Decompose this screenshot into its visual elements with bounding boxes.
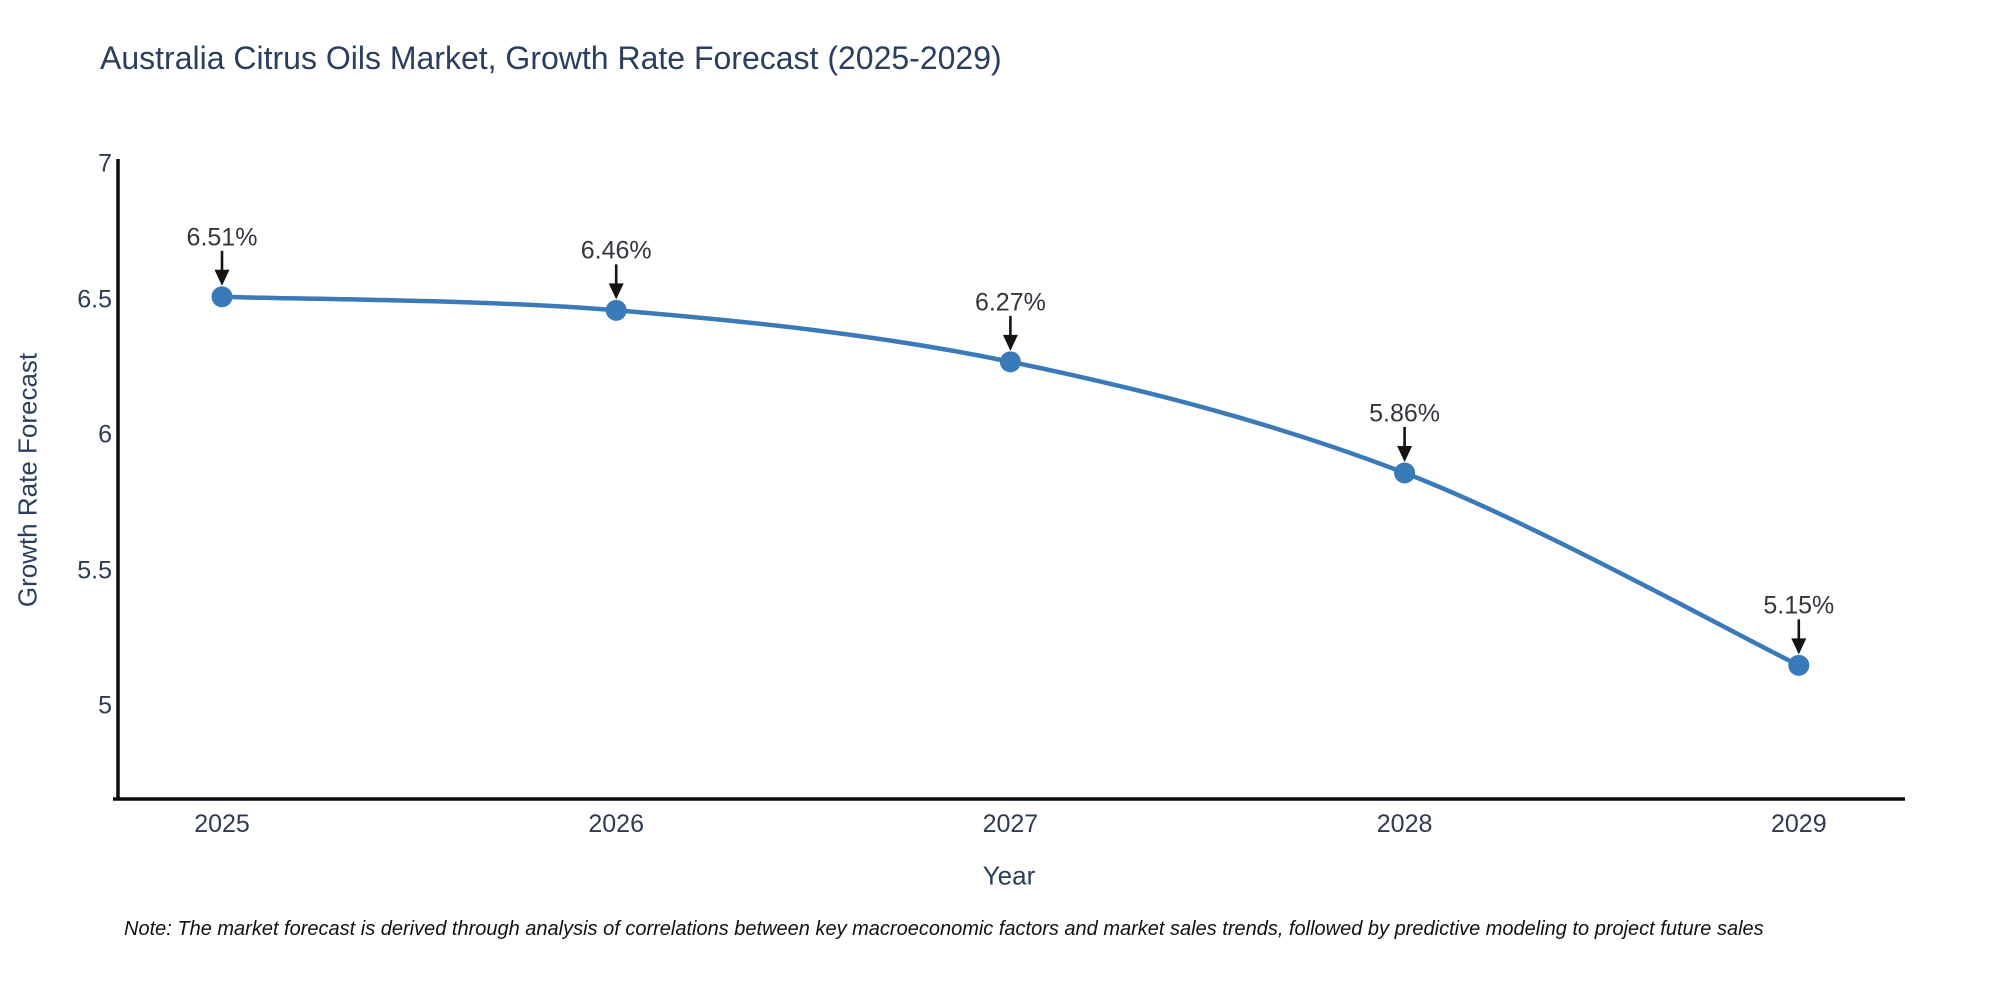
data-point-marker[interactable] [999, 351, 1021, 373]
y-tick-label: 5 [98, 691, 112, 720]
x-tick-label: 2026 [588, 810, 644, 838]
y-tick-label: 5.5 [77, 556, 112, 584]
data-point-annotation: 6.46% [580, 236, 652, 265]
footnote: Note: The market forecast is derived thr… [124, 918, 1764, 940]
y-tick-label: 6 [98, 420, 112, 449]
chart-title: Australia Citrus Oils Market, Growth Rat… [100, 40, 1002, 76]
data-point-marker[interactable] [1788, 654, 1810, 676]
x-tick-label: 2027 [982, 810, 1039, 838]
annotation-arrow-head [214, 269, 230, 286]
y-axis-title: Growth Rate Forecast [12, 352, 43, 608]
y-tick-label: 6.5 [77, 285, 112, 313]
y-tick-label: 7 [98, 149, 112, 178]
data-point-marker[interactable] [605, 299, 627, 321]
data-point-marker[interactable] [211, 286, 233, 308]
x-tick-label: 2029 [1770, 810, 1827, 838]
x-tick-label: 2028 [1376, 810, 1433, 838]
data-point-annotation: 5.86% [1369, 399, 1441, 428]
x-tick-label: 2025 [194, 810, 250, 838]
annotation-arrow-head [1397, 445, 1413, 462]
annotation-arrow-head [1791, 638, 1807, 655]
data-point-annotation: 6.51% [186, 223, 258, 252]
x-axis-title: Year [982, 860, 1036, 891]
data-point-annotation: 5.15% [1763, 591, 1835, 620]
data-point-annotation: 6.27% [974, 288, 1046, 317]
annotation-arrow-head [608, 283, 624, 300]
data-point-marker[interactable] [1394, 462, 1416, 484]
annotation-arrow-head [1002, 334, 1018, 351]
